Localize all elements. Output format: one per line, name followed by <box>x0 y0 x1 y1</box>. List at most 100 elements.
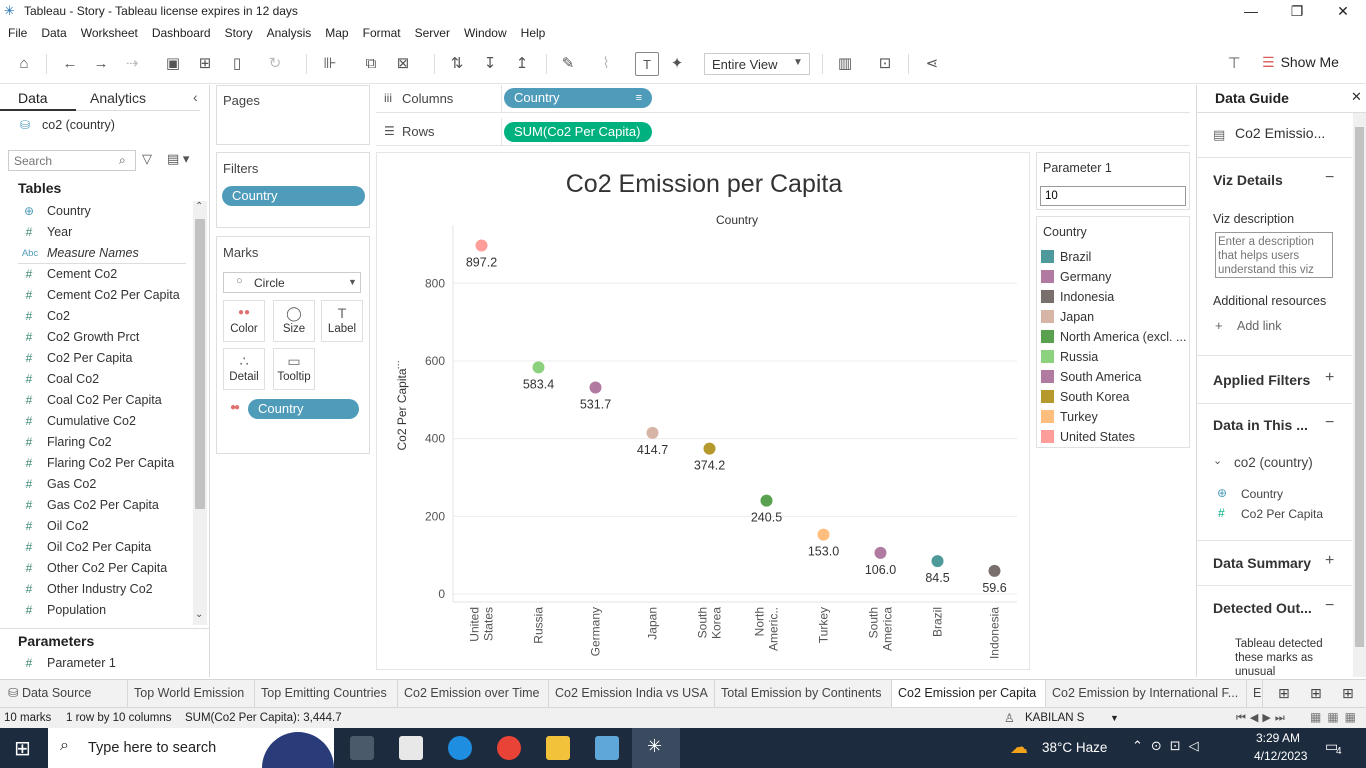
chevron-down-icon[interactable]: ⌄ <box>1213 455 1223 467</box>
clock-time[interactable]: 3:29 AM <box>1256 731 1301 745</box>
scroll-down-icon[interactable]: ⌄ <box>195 609 204 620</box>
data-point[interactable] <box>874 546 887 559</box>
tableau-task-icon[interactable]: ✳ <box>632 728 680 768</box>
collapse-icon[interactable]: − <box>1325 597 1335 614</box>
rows-pill-sum[interactable]: SUM(Co2 Per Capita) <box>504 122 652 142</box>
sheet-tab[interactable]: Total Emission by Continents <box>715 680 892 707</box>
data-point[interactable] <box>760 494 773 507</box>
store-icon[interactable] <box>350 736 374 760</box>
sheet-tab[interactable]: Co2 Emission over Time <box>398 680 549 707</box>
chevron-down-icon[interactable]: ▼ <box>1110 713 1119 723</box>
tray-icons[interactable]: ⌃⊙⊡◁ <box>1132 738 1207 753</box>
new-datasource-icon[interactable]: ⊞ <box>198 55 212 72</box>
label-button[interactable]: T Label <box>321 300 363 342</box>
size-button[interactable]: ◯ Size <box>273 300 315 342</box>
detail-button[interactable]: ∴ Detail <box>223 348 265 390</box>
filter-icon[interactable]: ▽ <box>142 151 152 166</box>
data-in-this-heading[interactable]: Data in This ... <box>1213 417 1308 433</box>
refresh-icon[interactable]: ↻ <box>268 55 282 72</box>
field-item[interactable]: # Other Industry Co2 <box>0 579 190 600</box>
restore-icon[interactable]: ❐ <box>1290 3 1304 19</box>
tab-data-source[interactable]: ⛁ Data Source <box>0 680 128 707</box>
scrollbar[interactable]: ⌃ ⌄ <box>193 201 207 625</box>
legend-item[interactable]: Japan <box>1041 307 1094 327</box>
field-item[interactable]: # Flaring Co2 Per Capita <box>0 453 190 474</box>
highlight-icon[interactable]: ✎ <box>561 55 575 72</box>
data-point[interactable] <box>646 426 659 439</box>
show-cards-icon[interactable]: ▥ <box>837 55 853 72</box>
clear-sheet-icon[interactable]: ⊠ <box>396 55 410 72</box>
field-item[interactable]: # Oil Co2 Per Capita <box>0 537 190 558</box>
file-explorer-icon[interactable] <box>546 736 570 760</box>
chrome-icon[interactable] <box>497 736 521 760</box>
taskbar-search[interactable]: ⌕ Type here to search <box>48 728 334 768</box>
fit-view-select[interactable]: Entire View ▼ <box>704 53 810 75</box>
legend-item[interactable]: Turkey <box>1041 407 1098 427</box>
sort-ascending-icon[interactable]: ↧ <box>483 55 497 72</box>
sort-descending-icon[interactable]: ↥ <box>515 55 529 72</box>
new-sheet-icon[interactable]: ⊪ <box>323 55 337 72</box>
redo-icon[interactable]: → <box>93 55 109 72</box>
search-box[interactable]: ⌕ <box>8 150 136 171</box>
data-point[interactable] <box>817 528 830 541</box>
home-icon[interactable]: ⌂ <box>19 55 29 72</box>
field-item[interactable]: # Co2 <box>0 306 190 327</box>
sheet-tab[interactable]: Co2 Emission India vs USA <box>549 680 715 707</box>
datasource-name[interactable]: co2 (country) <box>42 118 115 132</box>
pause-updates-icon[interactable]: ▯ <box>232 55 242 72</box>
weather-text[interactable]: 38°C Haze <box>1042 740 1108 755</box>
menu-help[interactable]: Help <box>520 26 546 40</box>
field-item[interactable]: # Other Co2 Per Capita <box>0 558 190 579</box>
field-item[interactable]: # Gas Co2 Per Capita <box>0 495 190 516</box>
field-item[interactable]: # Coal Co2 Per Capita <box>0 390 190 411</box>
data-point[interactable] <box>988 564 1001 577</box>
menu-format[interactable]: Format <box>362 26 401 40</box>
duplicate-sheet-icon[interactable]: ⧉ <box>365 55 377 72</box>
field-item[interactable]: ⊕ Country <box>0 201 190 222</box>
show-labels-icon[interactable]: T <box>635 52 659 76</box>
legend-item[interactable]: Indonesia <box>1041 287 1114 307</box>
search-input[interactable] <box>9 151 109 170</box>
field-item[interactable]: # Population <box>0 600 190 621</box>
filter-pill-country[interactable]: Country <box>222 186 365 206</box>
expand-icon[interactable]: + <box>1325 552 1335 569</box>
undo-icon[interactable]: ← <box>62 55 78 72</box>
view-options-icon[interactable]: ▤ ▾ <box>167 151 190 166</box>
legend-item[interactable]: United States <box>1041 427 1135 447</box>
show-me-button[interactable]: ☰ Show Me <box>1262 54 1339 74</box>
legend-item[interactable]: Russia <box>1041 347 1098 367</box>
viz-details-heading[interactable]: Viz Details <box>1213 172 1283 188</box>
close-icon[interactable]: ✕ <box>1351 89 1362 104</box>
field-item[interactable]: # Coal Co2 <box>0 369 190 390</box>
detected-outliers-heading[interactable]: Detected Out... <box>1213 600 1312 616</box>
color-button[interactable]: ●● Color <box>223 300 265 342</box>
data-point[interactable] <box>703 442 716 455</box>
parameter-item[interactable]: # Parameter 1 <box>0 653 190 674</box>
windows-start-icon[interactable]: ⊞ <box>14 738 31 760</box>
field-item[interactable]: # Year <box>0 222 190 243</box>
menu-server[interactable]: Server <box>414 26 450 40</box>
sheet-tab[interactable]: Top Emitting Countries <box>255 680 398 707</box>
field-item[interactable]: # Cement Co2 <box>0 264 190 285</box>
collapse-pane-icon[interactable]: ‹ <box>193 89 198 105</box>
replay-icon[interactable]: ⇢ <box>125 55 139 72</box>
tab-navigation-icon[interactable]: ⏮◀▶⏭ <box>1236 712 1289 724</box>
save-icon[interactable]: ▣ <box>165 55 181 72</box>
scrollbar-thumb[interactable] <box>195 219 205 509</box>
scroll-up-icon[interactable]: ⌃ <box>195 201 204 212</box>
marks-pill-country[interactable]: Country <box>248 399 359 419</box>
user-name[interactable]: KABILAN S <box>1025 712 1085 724</box>
mark-type-select[interactable]: ○ Circle ▼ <box>223 272 361 293</box>
data-point[interactable] <box>931 555 944 568</box>
menu-story[interactable]: Story <box>224 26 253 40</box>
field-item[interactable]: # Gas Co2 <box>0 474 190 495</box>
clock-date[interactable]: 4/12/2023 <box>1254 749 1308 763</box>
notifications-icon[interactable]: ▭ <box>1325 738 1339 754</box>
menu-file[interactable]: File <box>8 26 28 40</box>
parameter-input[interactable] <box>1040 186 1186 206</box>
menu-analysis[interactable]: Analysis <box>266 26 312 40</box>
menu-worksheet[interactable]: Worksheet <box>80 26 138 40</box>
field-item[interactable]: # Co2 Growth Prct <box>0 327 190 348</box>
menu-window[interactable]: Window <box>463 26 507 40</box>
share-icon[interactable]: ⋖ <box>925 55 939 72</box>
